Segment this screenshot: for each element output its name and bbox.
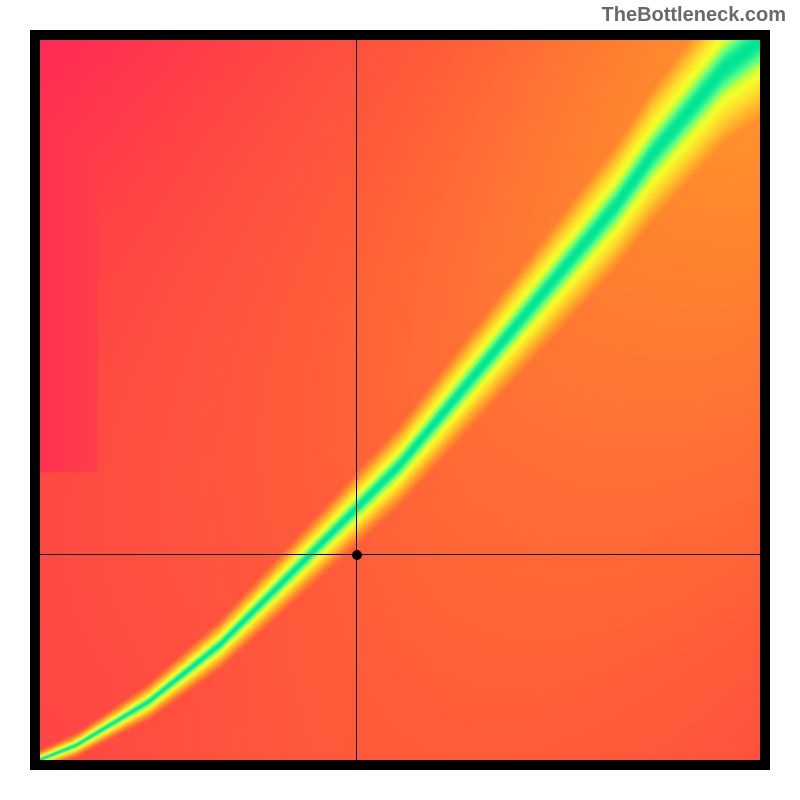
bottleneck-heatmap <box>40 40 760 760</box>
plot-frame <box>30 30 770 770</box>
crosshair-horizontal <box>40 554 760 555</box>
watermark-text: TheBottleneck.com <box>602 4 786 27</box>
plot-area <box>40 40 760 760</box>
crosshair-vertical <box>356 40 357 760</box>
selection-marker <box>352 550 362 560</box>
